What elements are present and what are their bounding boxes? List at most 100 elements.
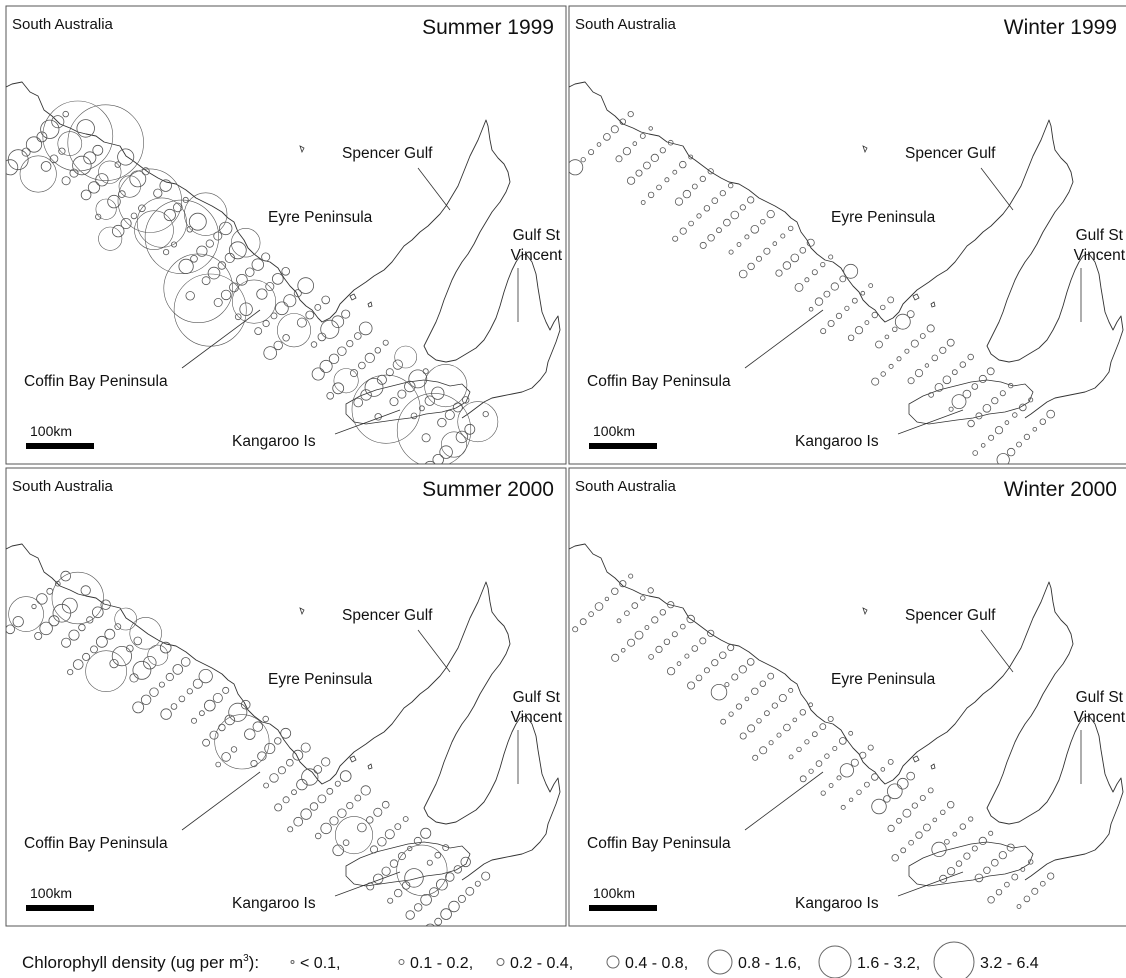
station-circle [620,648,626,653]
station-circle [696,213,702,219]
station-circle [369,845,378,854]
station-circle [190,254,198,263]
station-circle [804,739,810,745]
station-circle [111,646,133,667]
scale-bar [26,443,94,449]
station-circle [351,374,421,444]
station-circle [695,674,703,682]
station-circle [863,781,870,788]
station-circle [134,210,174,250]
station-circle [888,363,894,369]
station-circle [672,235,679,242]
station-circle [314,303,322,311]
station-circle [1012,412,1018,418]
station-circle [231,228,261,258]
eyre-peninsula-label: Eyre Peninsula [831,209,936,226]
station-circle [1023,895,1031,903]
station-circle [455,430,469,444]
station-circle [783,723,791,732]
station-circle [686,614,695,624]
gulf-st-vincent-label-line1: Gulf St [513,689,561,706]
station-circle [198,710,205,717]
station-circle [891,854,899,862]
legend: Chlorophyll density (ug per m3): < 0.1, 0… [22,941,1039,978]
station-circle [320,822,332,835]
station-circle [86,616,94,624]
station-circle [410,412,418,420]
station-circle [337,808,347,818]
station-circle [262,715,269,723]
legend-class-5: 1.6 - 3.2, [857,955,920,972]
station-circle [58,147,66,155]
station-circle [178,258,194,274]
station-circle [143,655,157,670]
station-circle [114,161,121,168]
station-circle [437,417,447,428]
station-circle [616,618,622,624]
station-circle [114,607,137,631]
station-circle [222,686,230,694]
legend-items: < 0.1, 0.1 - 0.2, 0.2 - 0.4, 0.4 - 0.8, 0.8 … [290,941,1039,978]
station-circle [274,737,282,745]
station-circle [987,896,995,904]
station-circle [663,638,671,645]
station-circle [974,873,984,883]
station-circle [716,227,722,234]
station-circle [239,302,253,316]
station-circle [263,346,278,360]
station-circle [373,873,384,885]
station-circle [659,609,666,616]
station-circle [1006,843,1015,852]
station-circle [296,778,308,791]
station-circle [922,823,931,832]
station-circle [457,894,466,903]
station-circle [394,345,418,369]
station-circle [261,252,271,262]
station-circle [948,406,954,412]
station-circle [341,309,351,319]
station-circle [213,297,223,307]
station-circle [760,218,766,225]
station-circle [244,728,256,740]
station-circle [328,353,340,365]
station-circle [72,659,84,670]
station-circle [280,727,292,739]
station-circle [19,155,57,193]
station-circle [293,289,302,298]
station-circle [883,795,891,803]
station-circle [159,641,172,654]
station-circle [332,382,345,395]
station-circle [296,317,307,328]
station-circle [968,816,974,822]
station-circle [346,801,354,810]
station-circle [331,315,345,329]
station-circle [727,644,735,652]
coffin-bay-peninsula-label: Coffin Bay Peninsula [587,835,731,852]
station-circle [735,703,743,710]
station-circle [808,768,814,774]
station-circle [281,266,291,276]
station-circle [337,346,347,356]
station-circle [234,313,242,321]
station-circle [114,623,122,631]
station-circle [178,695,186,703]
station-circle [739,732,747,740]
station-circle [92,144,104,156]
station-circle [67,104,144,181]
station-circle [68,629,80,641]
panel-content [6,81,561,464]
station-circle [827,715,834,722]
station-circle [141,167,150,176]
station-circle [788,754,794,760]
station-circle [932,817,938,823]
station-circle [275,301,289,316]
station-circle [87,181,101,194]
station-circle [759,680,766,687]
station-circle [163,208,176,222]
station-circle [320,319,340,339]
station-circle [884,334,890,340]
station-circle [730,210,740,220]
station-circle [828,783,834,788]
legend-title: Chlorophyll density (ug per m3): [22,953,259,972]
